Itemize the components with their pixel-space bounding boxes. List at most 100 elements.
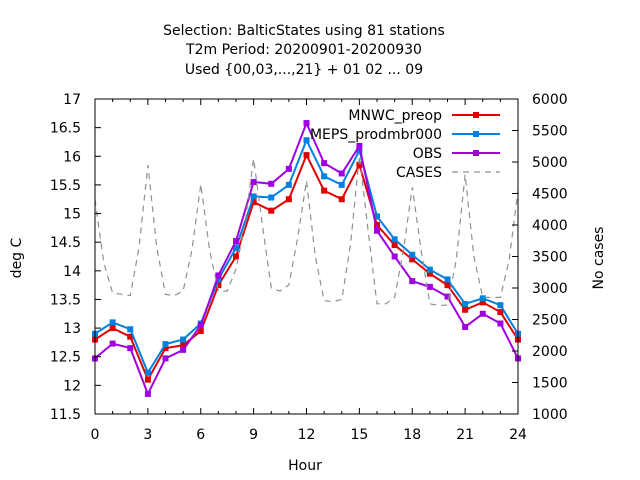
data-point-obs <box>180 346 187 353</box>
x-tick-label: 12 <box>298 427 316 443</box>
axis-ticks: 0 3 6 9 12 15 18 21 24 11.5 12 12.5 13 13.5 14 14.5 15 15… <box>50 92 568 443</box>
data-point-mnwc-preop <box>497 309 504 316</box>
y-tick-label: 12 <box>63 378 81 394</box>
data-point-meps-prodmbr000 <box>215 276 222 283</box>
data-point-meps-prodmbr000 <box>426 266 433 273</box>
data-point-meps-prodmbr000 <box>233 244 239 251</box>
data-point-mnwc-preop <box>197 327 204 334</box>
data-point-mnwc-preop <box>338 196 345 203</box>
data-point-obs <box>215 272 222 279</box>
data-point-mnwc-preop <box>303 152 310 159</box>
x-tick-label: 24 <box>509 427 527 443</box>
data-point-obs <box>356 142 363 149</box>
chart-title: Selection: BalticStates using 81 station… <box>163 23 445 78</box>
data-point-meps-prodmbr000 <box>444 276 451 283</box>
data-point-obs <box>479 310 486 317</box>
data-point-mnwc-preop <box>285 196 292 203</box>
data-point-mnwc-preop <box>109 325 116 332</box>
y2-tick-label: 3000 <box>532 281 568 297</box>
data-point-meps-prodmbr000 <box>374 213 380 220</box>
data-point-obs <box>303 120 310 127</box>
y-tick-label: 12.5 <box>50 350 81 366</box>
data-point-mnwc-preop <box>268 207 275 214</box>
series-line-meps-prodmbr000 <box>94 137 519 376</box>
data-point-obs <box>162 355 169 362</box>
data-point-mnwc-preop <box>250 199 257 206</box>
data-point-meps-prodmbr000 <box>479 295 486 302</box>
y-tick-label: 17 <box>63 92 81 108</box>
data-point-meps-prodmbr000 <box>497 302 504 309</box>
data-point-meps-prodmbr000 <box>409 251 416 258</box>
data-point-mnwc-preop <box>409 256 416 263</box>
title-line-2: T2m Period: 20200901-20200930 <box>185 42 422 58</box>
data-point-meps-prodmbr000 <box>303 137 310 144</box>
data-point-meps-prodmbr000 <box>162 341 169 348</box>
title-line-1: Selection: BalticStates using 81 station… <box>163 23 445 39</box>
plot-area <box>92 120 521 397</box>
data-point-meps-prodmbr000 <box>180 336 187 343</box>
data-point-mnwc-preop <box>444 282 451 289</box>
y-tick-label: 11.5 <box>50 407 81 423</box>
data-point-mnwc-preop <box>144 376 151 383</box>
y2-tick-label: 1500 <box>532 376 568 392</box>
data-point-mnwc-preop <box>233 253 239 260</box>
data-point-mnwc-preop <box>426 270 433 277</box>
data-point-meps-prodmbr000 <box>144 369 151 376</box>
data-point-mnwc-preop <box>356 161 363 168</box>
y2-tick-label: 3500 <box>532 250 568 266</box>
y-tick-label: 15 <box>63 207 81 223</box>
x-tick-label: 0 <box>91 427 100 443</box>
data-point-mnwc-preop <box>321 187 328 194</box>
legend-label-cases: CASES <box>396 165 442 181</box>
data-point-mnwc-preop <box>215 282 222 289</box>
y2-axis-label: No cases <box>591 227 607 290</box>
data-point-obs <box>285 165 292 172</box>
data-point-obs <box>321 160 328 167</box>
legend-label-meps-prodmbr000: MEPS_prodmbr000 <box>310 127 442 143</box>
y2-tick-label: 1000 <box>532 407 568 423</box>
data-point-obs <box>144 390 151 397</box>
data-point-mnwc-preop <box>374 222 380 228</box>
data-point-obs <box>109 340 116 347</box>
series-line-obs <box>94 120 519 397</box>
data-point-obs <box>338 170 345 177</box>
data-point-obs <box>462 323 469 330</box>
legend: MNWC_preop MEPS_prodmbr000 OBS CASES <box>310 108 500 181</box>
y-tick-label: 14.5 <box>50 235 81 251</box>
data-point-mnwc-preop <box>462 306 469 313</box>
data-point-obs <box>426 283 433 290</box>
y-tick-label: 15.5 <box>50 178 81 194</box>
legend-marker-mnwc-preop <box>473 112 479 118</box>
data-point-mnwc-preop <box>127 333 134 340</box>
legend-marker-meps-prodmbr000 <box>473 131 479 137</box>
y-tick-label: 13 <box>63 321 81 337</box>
data-point-meps-prodmbr000 <box>250 193 257 200</box>
legend-marker-obs <box>473 150 479 156</box>
y-tick-label: 16.5 <box>50 121 81 137</box>
series-line-cases <box>94 155 519 307</box>
y2-tick-label: 2500 <box>532 313 568 329</box>
data-point-obs <box>250 179 257 186</box>
y2-tick-label: 5000 <box>532 155 568 171</box>
y2-tick-label: 4000 <box>532 218 568 234</box>
data-point-obs <box>444 293 451 300</box>
data-point-meps-prodmbr000 <box>391 236 398 243</box>
data-point-mnwc-preop <box>180 342 187 349</box>
y2-tick-label: 6000 <box>532 92 568 108</box>
x-tick-label: 15 <box>350 427 368 443</box>
data-point-obs <box>497 320 504 327</box>
y-tick-label: 16 <box>63 149 81 165</box>
data-point-meps-prodmbr000 <box>285 181 292 188</box>
x-tick-label: 6 <box>196 427 205 443</box>
y2-tick-label: 4500 <box>532 187 568 203</box>
data-point-mnwc-preop <box>479 299 486 306</box>
x-tick-label: 21 <box>456 427 474 443</box>
data-point-mnwc-preop <box>162 345 169 352</box>
y-tick-label: 13.5 <box>50 292 81 308</box>
data-point-meps-prodmbr000 <box>127 326 134 333</box>
data-point-obs <box>197 322 204 329</box>
data-point-meps-prodmbr000 <box>321 173 328 180</box>
x-tick-label: 9 <box>249 427 258 443</box>
plot-border <box>94 98 519 415</box>
